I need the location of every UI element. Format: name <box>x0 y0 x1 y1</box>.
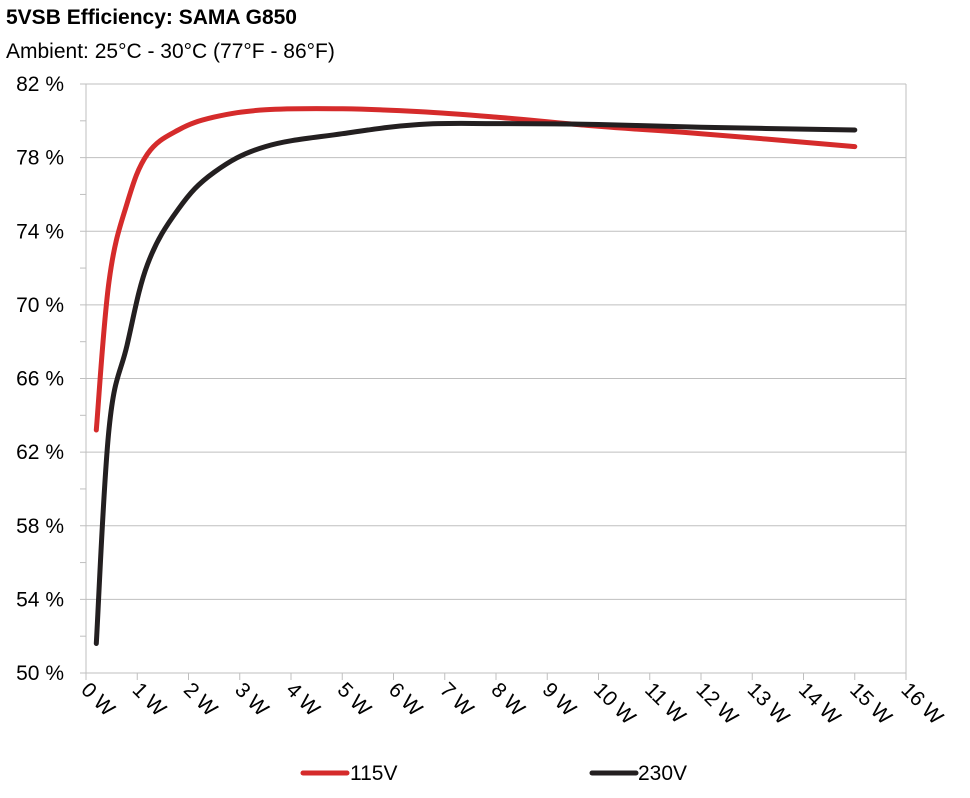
x-tick-label: 7 W <box>435 678 478 721</box>
chart-subtitle: Ambient: 25°C - 30°C (77°F - 86°F) <box>6 40 335 63</box>
x-tick-label: 9 W <box>538 678 581 721</box>
chart-title: 5VSB Efficiency: SAMA G850 <box>6 6 297 29</box>
x-tick-label: 0 W <box>76 678 119 721</box>
legend-label: 230V <box>638 762 687 785</box>
legend: 115V 230V <box>300 762 687 785</box>
x-tick-label: 10 W <box>589 678 640 729</box>
x-tick-label: 5 W <box>333 678 376 721</box>
y-tick-label: 58 % <box>16 515 64 538</box>
axes <box>80 83 907 680</box>
series-line-115v <box>93 106 858 433</box>
x-tick-label: 8 W <box>486 678 529 721</box>
x-tick-label: 6 W <box>384 678 427 721</box>
series-lines <box>93 106 858 646</box>
x-tick-label: 12 W <box>691 678 742 729</box>
x-tick-label: 13 W <box>743 678 794 729</box>
y-tick-label: 50 % <box>16 662 64 685</box>
x-tick-label: 2 W <box>179 678 222 721</box>
x-tick-label: 11 W <box>640 678 690 728</box>
y-tick-labels: 50 % 54 % 58 % 62 % 66 % 70 % 74 % 78 % 82 % <box>16 73 64 685</box>
x-tick-label: 15 W <box>845 678 896 729</box>
y-tick-label: 82 % <box>16 73 64 96</box>
y-tick-label: 66 % <box>16 368 64 391</box>
x-tick-label: 1 W <box>128 678 171 721</box>
x-tick-label: 16 W <box>896 678 947 729</box>
y-tick-label: 78 % <box>16 147 64 170</box>
y-tick-label: 62 % <box>16 441 64 464</box>
x-tick-label: 3 W <box>230 678 273 721</box>
legend-label: 115V <box>350 762 398 785</box>
y-tick-label: 54 % <box>16 588 64 611</box>
x-tick-label: 14 W <box>794 678 845 729</box>
x-tick-label: 4 W <box>281 678 324 721</box>
grid-lines <box>86 83 906 600</box>
y-tick-label: 74 % <box>16 220 64 243</box>
y-tick-label: 70 % <box>16 294 64 317</box>
series-line-230v <box>93 120 858 646</box>
